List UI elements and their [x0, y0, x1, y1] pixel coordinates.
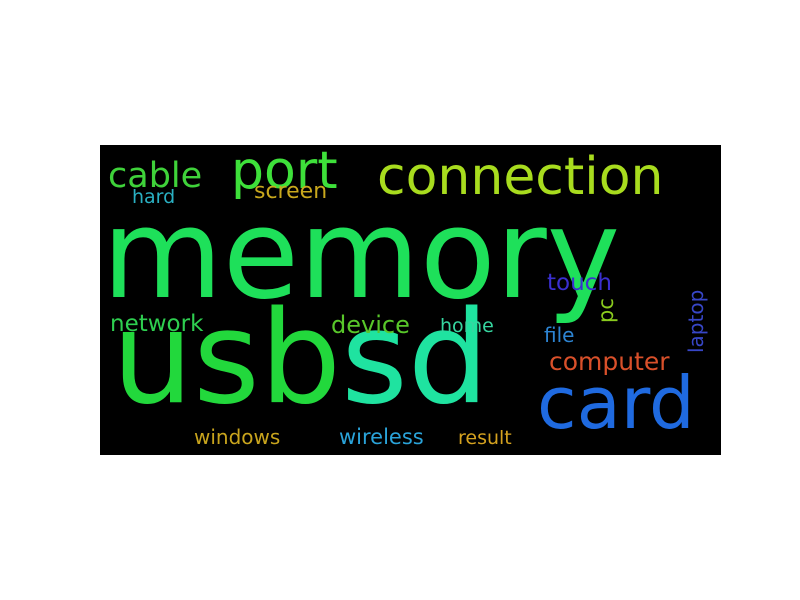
word-port: port: [231, 145, 338, 201]
word-network: network: [110, 311, 204, 337]
word-connection: connection: [377, 147, 664, 207]
word-wireless: wireless: [339, 425, 424, 449]
word-touch: touch: [547, 270, 612, 296]
word-card: card: [537, 361, 695, 445]
word-file: file: [544, 323, 575, 347]
word-cloud: memory usbsd card connection port cable …: [100, 145, 721, 455]
word-device: device: [331, 311, 410, 339]
word-cable: cable: [108, 156, 203, 196]
word-hard: hard: [132, 186, 176, 208]
word-windows: windows: [194, 425, 281, 449]
word-result: result: [458, 427, 512, 449]
word-pc: pc: [594, 298, 618, 323]
word-usbsd-part: usb: [112, 284, 342, 433]
word-laptop: laptop: [684, 289, 708, 353]
word-usbsd-tail: sd: [341, 284, 489, 433]
word-home: home: [440, 315, 494, 337]
word-usbsd: usbsd: [112, 295, 489, 423]
word-computer: computer: [549, 347, 670, 376]
word-screen: screen: [254, 179, 328, 204]
word-memory: memory: [102, 183, 621, 327]
